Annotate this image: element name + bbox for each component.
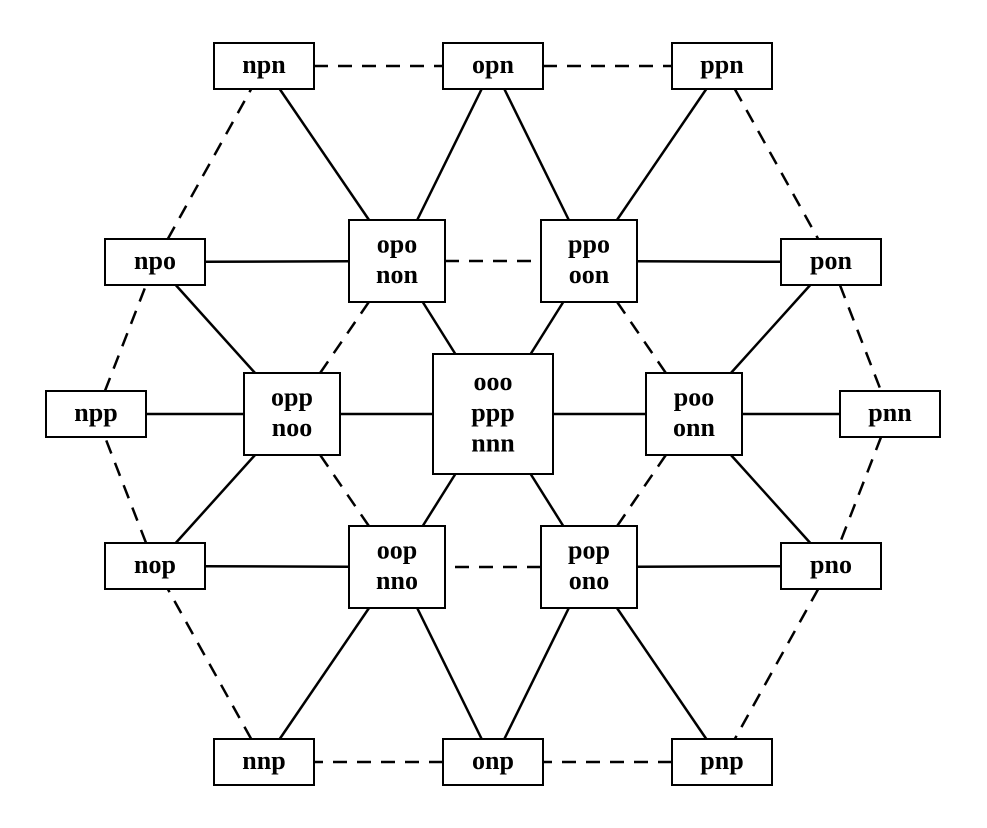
node-outer_opn: opn (443, 43, 543, 89)
node-label: nnn (471, 428, 515, 457)
node-outer_nop: nop (105, 543, 205, 589)
edge-inner_poo-outer_pno (731, 455, 810, 543)
edge-inner_opp-outer_nop (176, 455, 255, 543)
node-outer_ppn: ppn (672, 43, 772, 89)
node-label: pnp (700, 746, 743, 775)
node-inner_poo: pooonn (646, 373, 742, 455)
node-outer_npp: npp (46, 391, 146, 437)
node-outer_onp: onp (443, 739, 543, 785)
node-label: opn (472, 50, 514, 79)
edge-outer_nop-outer_npp (105, 437, 146, 543)
node-label: ppp (471, 398, 514, 427)
edge-inner_ppo-outer_pon (637, 261, 781, 262)
node-outer_npo: npo (105, 239, 205, 285)
edge-outer_pnn-outer_pno (840, 437, 881, 543)
node-label: npo (134, 246, 176, 275)
node-outer_npn: npn (214, 43, 314, 89)
node-inner_opo: oponon (349, 220, 445, 302)
node-label: pno (810, 550, 852, 579)
edge-inner_pop-outer_onp (504, 608, 568, 739)
edge-outer_ppn-outer_pon (735, 89, 818, 239)
node-label: npn (242, 50, 286, 79)
edge-inner_poo-outer_pon (731, 285, 810, 373)
edge-inner_oop-outer_nop (205, 566, 349, 567)
node-label: oop (377, 535, 417, 564)
node-outer_pnn: pnn (840, 391, 940, 437)
node-label: onn (673, 413, 715, 442)
edge-inner_oop-outer_nnp (280, 608, 369, 739)
edge-inner_oop-inner_opp (320, 455, 369, 526)
edge-inner_opp-inner_opo (320, 302, 369, 373)
edge-inner_poo-inner_pop (617, 455, 666, 526)
node-label: nnp (242, 746, 285, 775)
node-outer_nnp: nnp (214, 739, 314, 785)
edge-inner_ppo-outer_ppn (617, 89, 706, 220)
edge-center-inner_pop (531, 474, 564, 526)
node-label: nno (376, 566, 418, 595)
edge-inner_ppo-inner_poo (617, 302, 666, 373)
edge-inner_opo-outer_npn (280, 89, 369, 220)
edge-center-inner_ppo (531, 302, 564, 354)
node-label: opp (271, 382, 313, 411)
edge-inner_pop-outer_pno (637, 566, 781, 567)
node-label: pnn (868, 398, 912, 427)
node-label: ono (569, 566, 609, 595)
edge-outer_nnp-outer_nop (168, 589, 251, 739)
node-label: poo (674, 382, 714, 411)
node-label: nop (134, 550, 176, 579)
node-inner_pop: popono (541, 526, 637, 608)
edge-outer_npo-outer_npn (168, 89, 251, 239)
node-inner_ppo: ppooon (541, 220, 637, 302)
edge-inner_ppo-outer_opn (504, 89, 568, 220)
node-label: non (376, 260, 418, 289)
node-label: noo (272, 413, 312, 442)
edge-inner_oop-outer_onp (417, 608, 481, 739)
node-label: ppo (568, 229, 610, 258)
node-label: pon (810, 246, 852, 275)
node-label: ooo (474, 367, 513, 396)
node-outer_pon: pon (781, 239, 881, 285)
edge-inner_pop-outer_pnp (617, 608, 706, 739)
node-inner_oop: oopnno (349, 526, 445, 608)
node-label: opo (377, 229, 417, 258)
node-inner_opp: oppnoo (244, 373, 340, 455)
node-label: onp (472, 746, 514, 775)
edge-outer_npp-outer_npo (105, 285, 146, 391)
node-label: oon (569, 260, 610, 289)
node-outer_pno: pno (781, 543, 881, 589)
edge-center-inner_opo (423, 302, 456, 354)
edge-outer_pno-outer_pnp (735, 589, 818, 739)
hexagonal-network-diagram: ooopppnnnopononppooonpooonnpoponooopnnoo… (0, 0, 987, 828)
edge-inner_opo-outer_opn (417, 89, 481, 220)
edge-center-inner_oop (423, 474, 456, 526)
node-outer_pnp: pnp (672, 739, 772, 785)
node-label: ppn (700, 50, 744, 79)
edge-inner_opp-outer_npo (176, 285, 255, 373)
node-label: npp (74, 398, 117, 427)
edge-inner_opo-outer_npo (205, 261, 349, 262)
node-center: ooopppnnn (433, 354, 553, 474)
edge-outer_pon-outer_pnn (840, 285, 881, 391)
node-label: pop (568, 535, 610, 564)
